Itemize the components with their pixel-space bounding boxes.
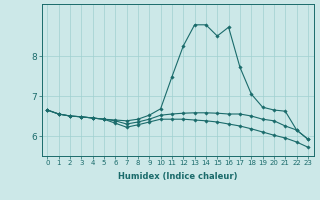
X-axis label: Humidex (Indice chaleur): Humidex (Indice chaleur) bbox=[118, 172, 237, 181]
